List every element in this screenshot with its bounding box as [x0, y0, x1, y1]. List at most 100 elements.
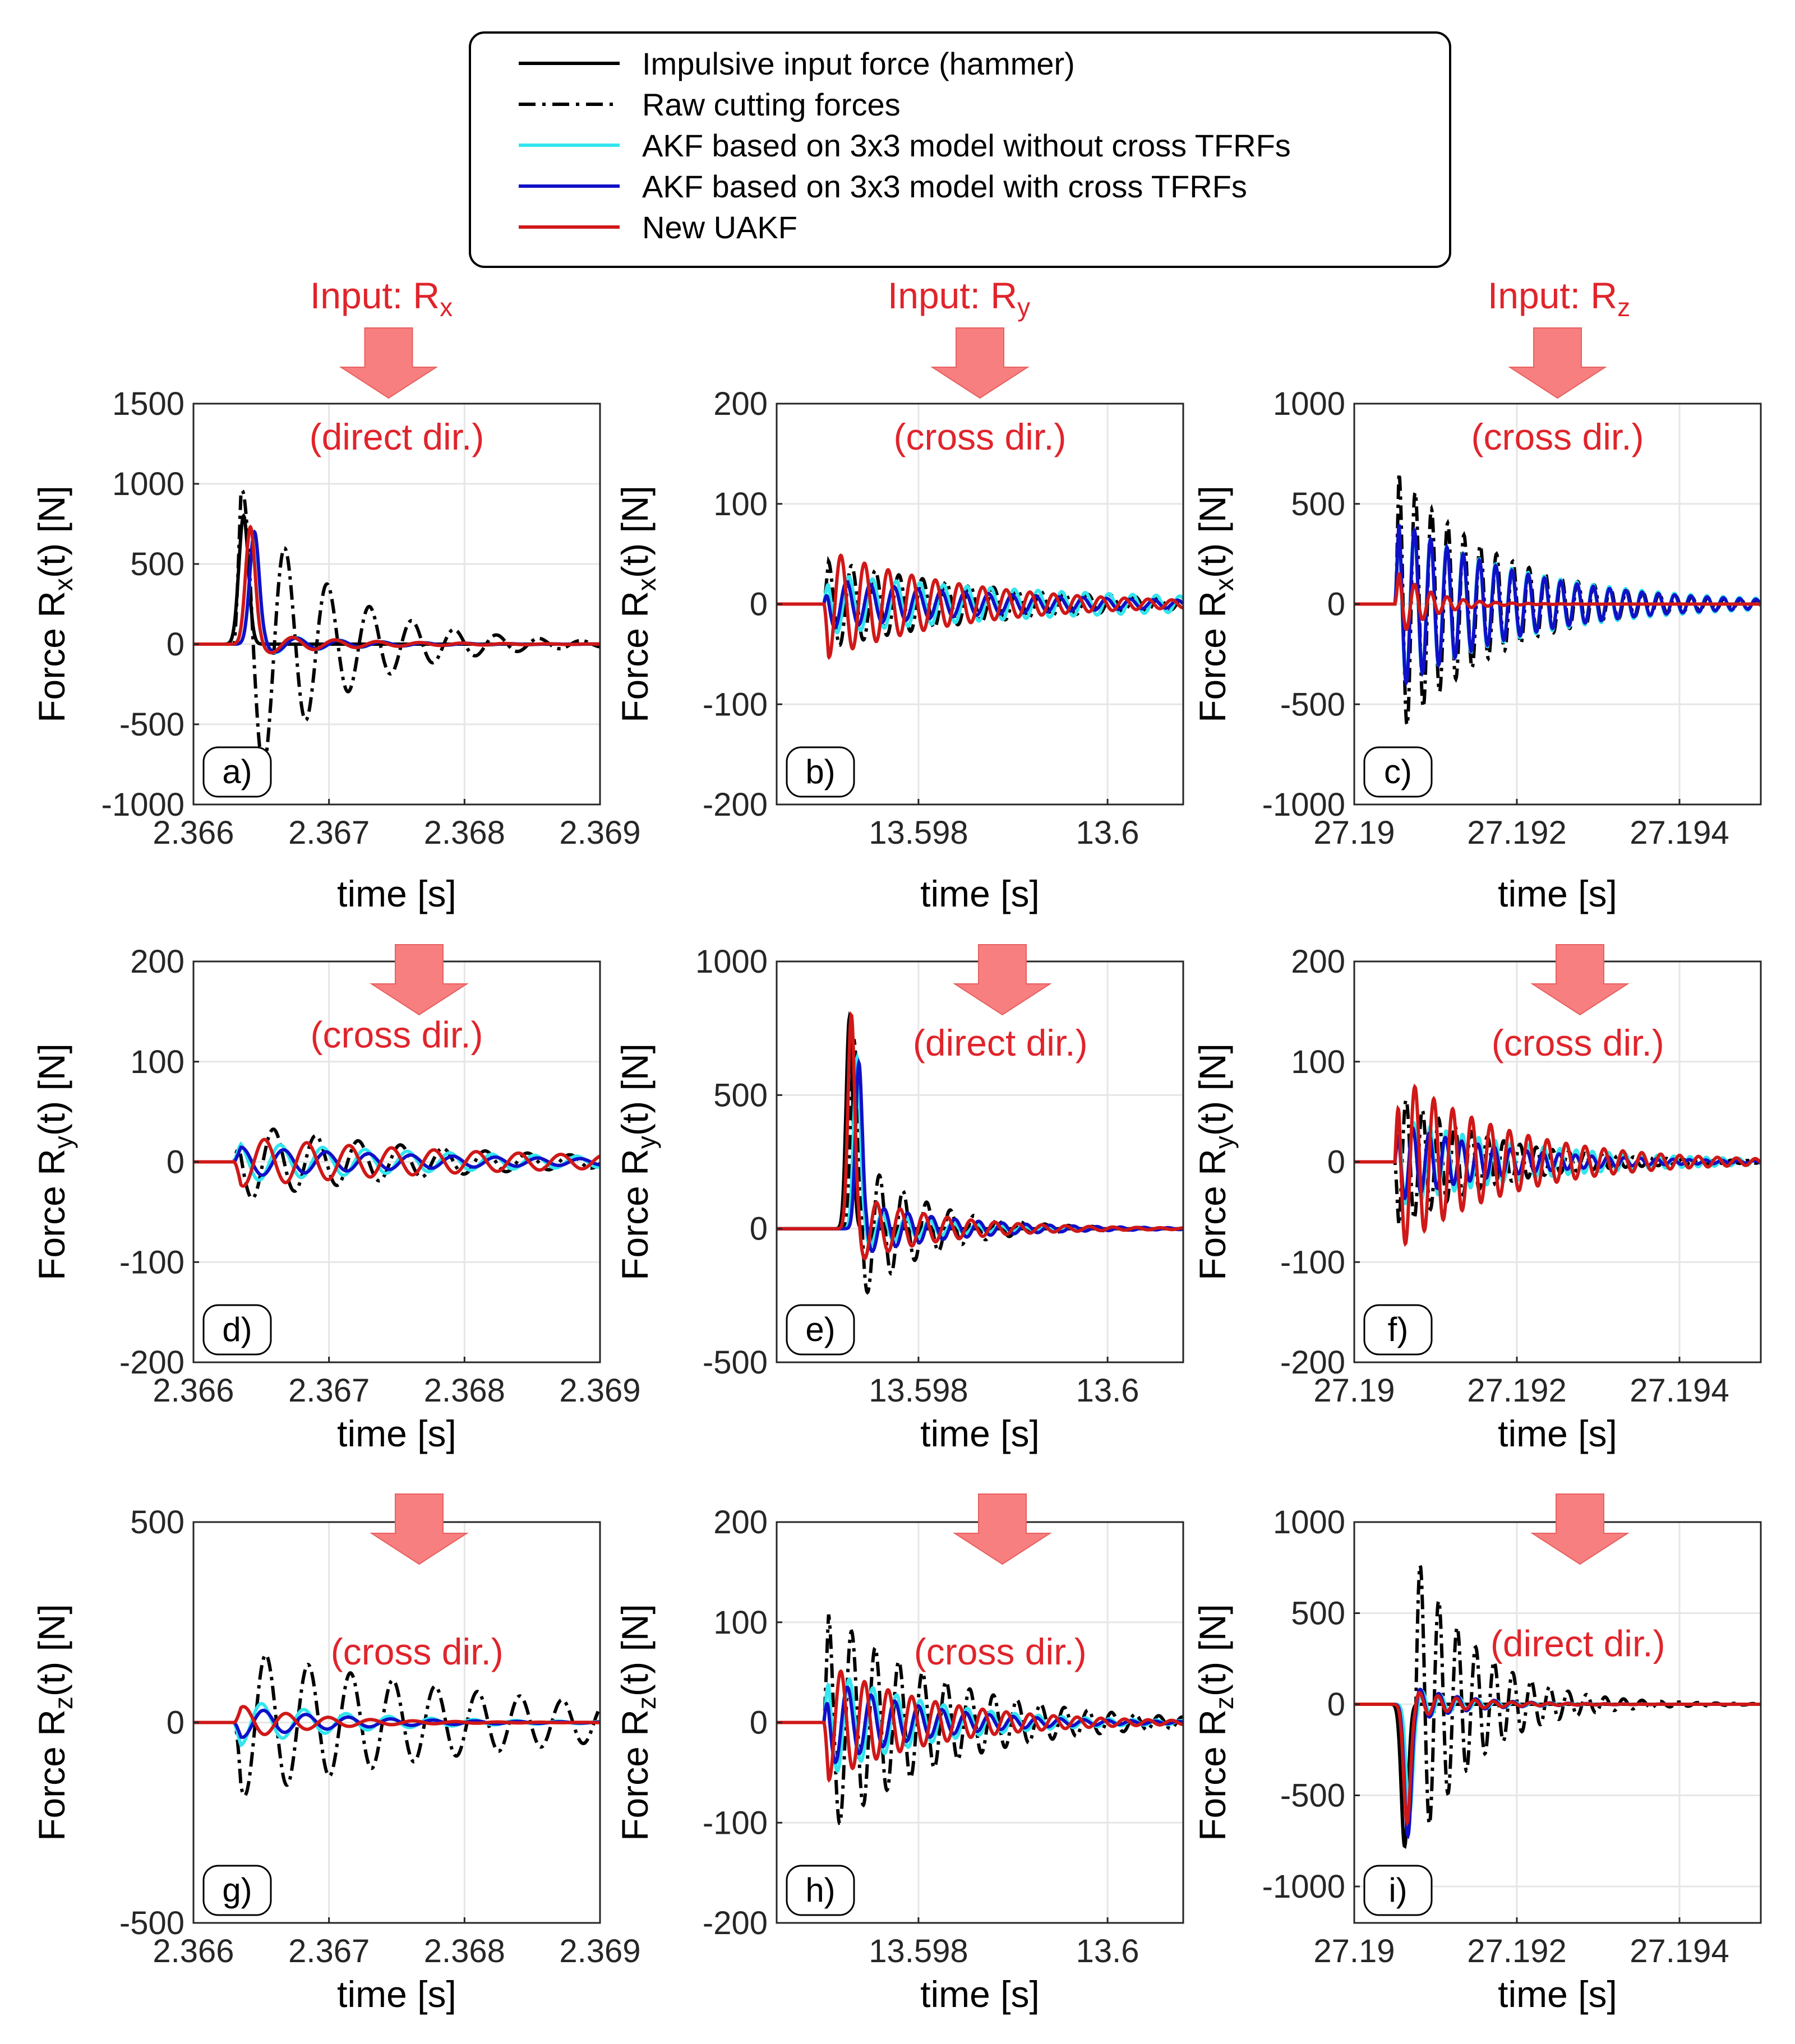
x-axis-label: time [s]: [1498, 1973, 1617, 2015]
y-axis-label: Force Rx(t) [N]: [1192, 485, 1239, 723]
y-tick-label: -100: [1280, 1244, 1345, 1280]
y-axis-label: Force Rz(t) [N]: [31, 1604, 78, 1841]
series-group: [1354, 1083, 1761, 1247]
legend-entry-akf-cross: AKF based on 3x3 model with cross TFRFs: [519, 169, 1247, 204]
direction-note: (cross dir.): [914, 1631, 1087, 1672]
y-tick-label: -200: [703, 1905, 768, 1941]
panel-letter: i): [1388, 1871, 1407, 1909]
panel-i: 27.19 27.192 27.194 -1000 -500 0 500 1000 time […: [1192, 1493, 1762, 2015]
y-tick-label: 0: [167, 626, 184, 663]
series-group: [777, 1614, 1183, 1825]
legend-entry-raw: Raw cutting forces: [519, 87, 901, 122]
panel-letter-box: [202, 1865, 272, 1916]
y-axis-label: Force Ry(t) [N]: [1192, 1043, 1239, 1280]
panel-d: 2.366 2.367 2.368 2.369 -200 -100 0 100 200 time …: [31, 944, 641, 1454]
x-tick-label: 13.6: [1076, 1372, 1139, 1409]
series-group: [777, 553, 1183, 660]
x-tick-label: 2.369: [559, 1372, 640, 1409]
series-line-uakf: [193, 524, 600, 655]
y-tick-label: 1000: [695, 944, 768, 980]
y-axis-label: Force Rz(t) [N]: [1192, 1604, 1239, 1841]
y-axis-label: Force Rx(t) [N]: [614, 485, 661, 723]
legend-label-hammer: Impulsive input force (hammer): [642, 46, 1075, 81]
panel-letter-box: [786, 1304, 855, 1356]
series-line-akf-cross: [1354, 524, 1761, 687]
panel-letter: a): [222, 753, 252, 790]
legend-label-akf-no-cross: AKF based on 3x3 model without cross TFR…: [642, 128, 1291, 163]
x-tick-label: 2.368: [424, 1933, 505, 1969]
y-tick-label: -500: [703, 1344, 768, 1381]
y-tick-label: 0: [1327, 1686, 1345, 1723]
series-line-uakf: [777, 1011, 1183, 1261]
panel-letter: e): [805, 1311, 835, 1348]
panel-letter-box: [1363, 1304, 1433, 1356]
x-tick-label: 2.369: [559, 1933, 640, 1969]
panel-letter-box: [786, 746, 855, 798]
y-axis-label: Force Rx(t) [N]: [31, 485, 78, 723]
x-tick-label: 13.598: [869, 1933, 968, 1969]
panel-letter-box: [786, 1865, 855, 1916]
y-tick-label: -1000: [1262, 787, 1345, 823]
x-axis-label: time [s]: [1498, 1413, 1617, 1454]
y-tick-label: -200: [119, 1344, 184, 1381]
series-line-uakf: [1354, 1083, 1761, 1247]
x-axis-label: time [s]: [920, 1973, 1040, 2015]
y-tick-label: 1000: [1273, 1504, 1345, 1541]
y-tick-label: -100: [703, 1805, 768, 1841]
y-tick-label: -100: [119, 1244, 184, 1280]
x-tick-label: 27.192: [1467, 1933, 1566, 1969]
x-tick-label: 2.367: [288, 815, 370, 851]
panel-letter: d): [222, 1311, 252, 1348]
y-tick-label: -100: [703, 686, 768, 723]
y-tick-label: 1000: [112, 466, 184, 502]
x-tick-label: 27.19: [1313, 1372, 1395, 1409]
y-tick-label: 0: [1327, 586, 1345, 623]
panel-g: 2.366 2.367 2.368 2.369 -500 0 500 time [s] Forc…: [31, 1493, 641, 2015]
y-tick-label: 0: [1327, 1144, 1345, 1181]
y-axis-label: Force Ry(t) [N]: [614, 1043, 661, 1280]
x-tick-label: 2.366: [153, 815, 234, 851]
panel-letter: c): [1384, 753, 1412, 790]
y-tick-label: 100: [1291, 1044, 1345, 1080]
panel-letter: h): [805, 1871, 835, 1909]
y-tick-label: 1000: [1273, 386, 1345, 422]
x-axis-label: time [s]: [337, 1413, 456, 1454]
x-tick-label: 2.366: [153, 1933, 234, 1969]
x-tick-label: 2.367: [288, 1933, 370, 1969]
series-line-raw: [777, 1614, 1183, 1825]
x-axis-label: time [s]: [1498, 873, 1617, 914]
input-arrow: [1530, 944, 1630, 1016]
panel-letter-box: [1363, 1865, 1433, 1916]
y-tick-label: 200: [713, 386, 768, 422]
legend-box: [469, 31, 1451, 268]
x-tick-label: 27.194: [1630, 815, 1729, 851]
x-tick-label: 27.192: [1467, 1372, 1566, 1409]
panels: 2.366 2.367 2.368 2.369-1000-50005001000150…: [31, 327, 1762, 2015]
input-arrow: [1508, 327, 1607, 399]
series-group: [1354, 473, 1761, 731]
y-tick-label: 500: [1291, 1596, 1345, 1632]
y-tick-label: 1500: [112, 386, 184, 422]
y-tick-label: -200: [703, 787, 768, 823]
panel-letter-box: [1363, 746, 1433, 798]
x-tick-label: 27.192: [1467, 815, 1566, 851]
panel-letter: b): [805, 753, 835, 790]
legend: Impulsive input force (hammer) Raw cutti…: [469, 31, 1451, 268]
series-line-uakf: [777, 553, 1183, 660]
direction-note: (cross dir.): [331, 1631, 504, 1672]
column-header-rz: Input: Rz: [1488, 275, 1630, 322]
y-tick-label: 500: [130, 1504, 184, 1541]
series-line-raw: [777, 1038, 1183, 1295]
y-tick-label: 0: [167, 1705, 184, 1741]
panel-c: 27.19 27.192 27.194 -1000 -500 0 500 1000 time […: [1192, 327, 1762, 914]
series-group: [193, 1127, 600, 1200]
panel-letter-box: [202, 1304, 272, 1356]
legend-entry-akf-no-cross: AKF based on 3x3 model without cross TFR…: [519, 128, 1291, 163]
direction-note: (direct dir.): [913, 1022, 1088, 1063]
panel-letter: f): [1388, 1311, 1409, 1348]
direction-note: (direct dir.): [1491, 1623, 1665, 1664]
series-group: [193, 488, 600, 767]
series-line-akf-no-cross: [193, 1141, 600, 1182]
x-axis-label: time [s]: [920, 873, 1040, 914]
column-header-ry: Input: Ry: [888, 275, 1030, 322]
